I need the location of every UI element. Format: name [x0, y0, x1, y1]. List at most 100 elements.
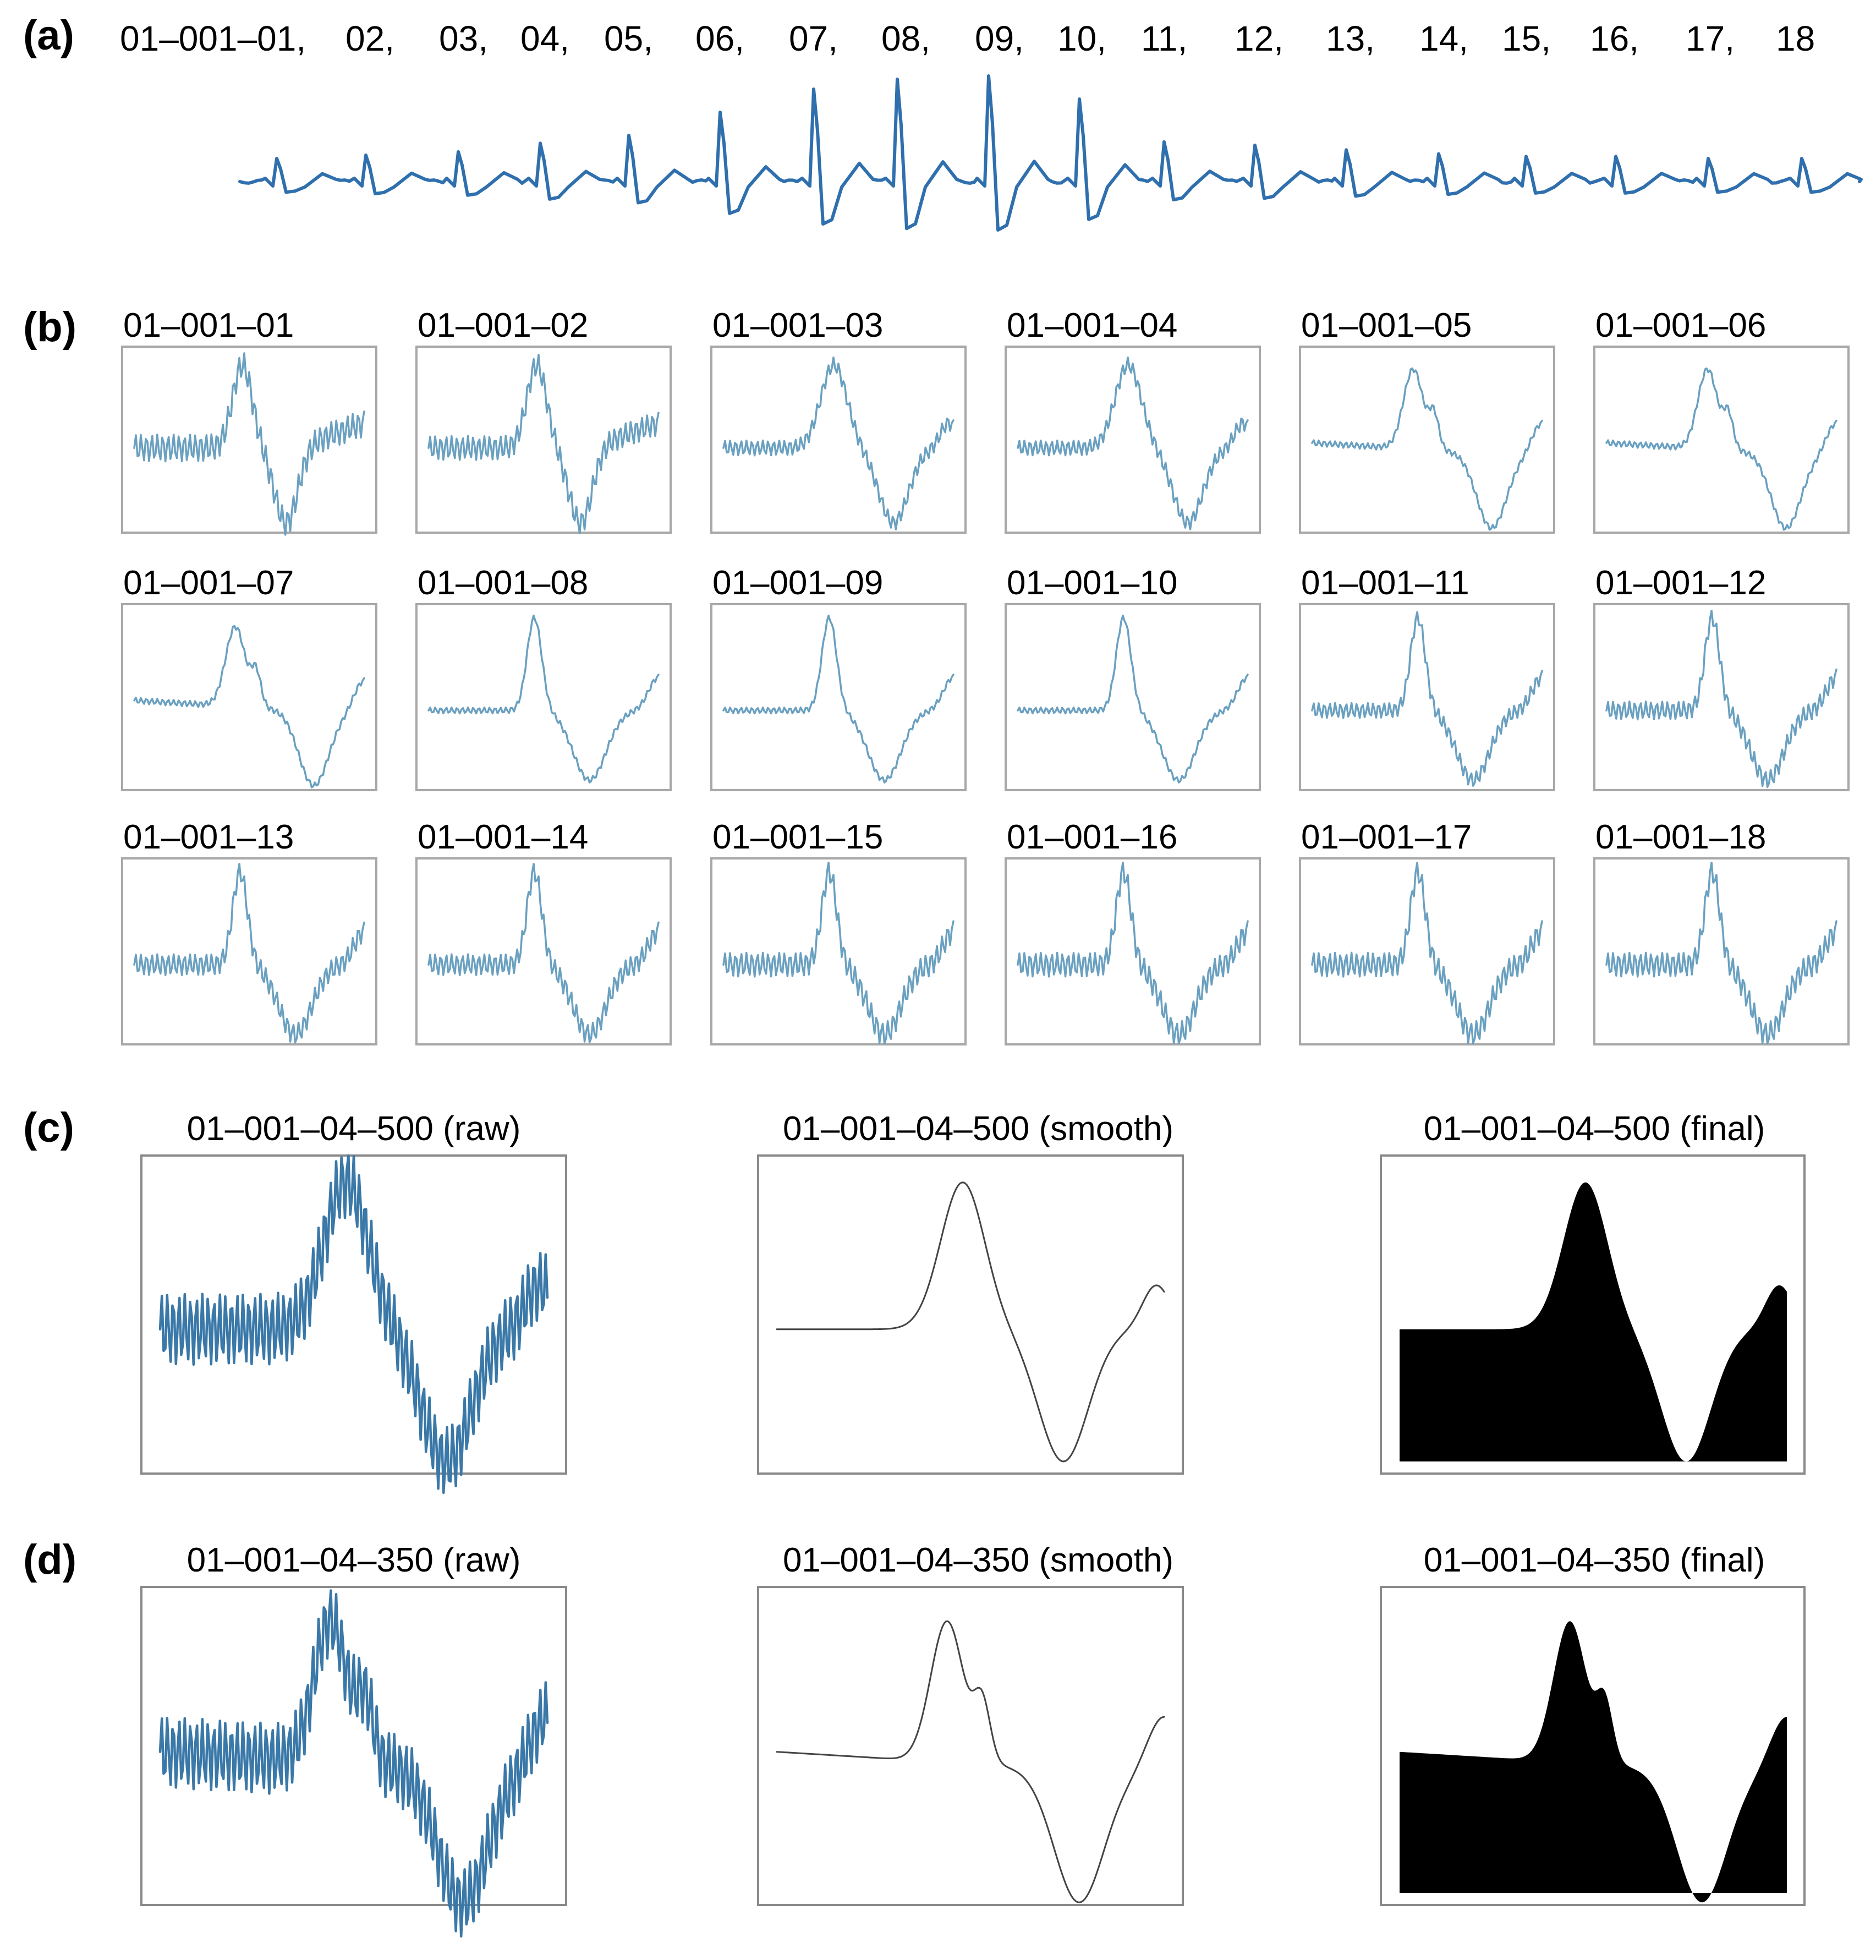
beat-label: 09, [975, 19, 1024, 58]
beat-thumbnail-title: 01–001–15 [712, 818, 883, 856]
beat-thumbnail-title: 01–001–10 [1007, 564, 1177, 602]
smooth-beat-title: 01–001–04–500 (smooth) [783, 1110, 1173, 1148]
beat-thumbnail-frame [1005, 346, 1261, 534]
beat-label: 15, [1502, 19, 1551, 58]
beat-thumbnail-title: 01–001–08 [418, 564, 588, 602]
beat-thumbnail-waveform [1605, 367, 1837, 531]
beat-thumbnail-waveform [427, 353, 660, 535]
beat-label: 01–001–01, [120, 19, 306, 58]
beat-thumbnail-frame [1593, 346, 1850, 534]
beat-thumbnail-frame [1299, 857, 1555, 1045]
beat-thumbnail-title: 01–001–18 [1595, 818, 1766, 856]
final-beat-silhouette [1400, 1182, 1787, 1461]
beat-label: 17, [1686, 19, 1735, 58]
smooth-beat-waveform [776, 1620, 1165, 1903]
beat-thumbnail-title: 01–001–03 [712, 306, 883, 344]
beat-label: 11, [1141, 19, 1187, 58]
beat-label: 07, [789, 19, 838, 58]
raw-beat-waveform [158, 1589, 549, 1938]
panel-a: (a) 01–001–01, 02, 03, 04, 05, 06, 07, 08, 09, 10… [23, 12, 1863, 232]
beat-label: 02, [345, 19, 394, 58]
beat-thumbnail: 01–001–03 [710, 306, 967, 534]
beat-thumbnail-waveform [133, 863, 365, 1043]
beat-label-row: 01–001–01, 02, 03, 04, 05, 06, 07, 08, 09, 10, 11,… [120, 19, 1815, 58]
panel-d: (d) 01–001–04–350 (raw) 01–001–04–350 (s… [23, 1536, 1806, 1938]
beat-thumbnail-frame [121, 857, 377, 1045]
beat-thumbnail-waveform [427, 614, 660, 784]
beat-label: 10, [1057, 19, 1106, 58]
beat-thumbnail-waveform [133, 625, 365, 789]
beat-thumbnail-waveform [1311, 611, 1543, 787]
beat-label: 05, [604, 19, 653, 58]
beat-thumbnail-waveform [722, 861, 955, 1045]
beat-thumbnail: 01–001–04 [1005, 306, 1261, 534]
beat-label: 12, [1235, 19, 1283, 58]
beat-thumbnail: 01–001–10 [1005, 564, 1261, 791]
beat-thumbnail-waveform [1311, 861, 1543, 1045]
final-beat-silhouette [1400, 1621, 1787, 1903]
beat-thumbnail-title: 01–001–04 [1007, 306, 1177, 344]
beat-thumbnail-waveform [722, 356, 955, 530]
panel-c: (c) 01–001–04–500 (raw) 01–001–04–500 (s… [23, 1104, 1806, 1494]
beat-thumbnail: 01–001–15 [710, 818, 967, 1045]
beat-thumbnail: 01–001–02 [415, 306, 672, 535]
beat-grid: 01–001–01 01–001–02 01–001–03 01–001–04 01–0… [121, 306, 1850, 1045]
smooth-beat-waveform [776, 1181, 1165, 1463]
beat-thumbnail-frame [1299, 603, 1555, 791]
raw-beat-title: 01–001–04–350 (raw) [187, 1541, 521, 1579]
beat-thumbnail-title: 01–001–16 [1007, 818, 1177, 856]
raw-beat-frame [140, 1586, 567, 1906]
beat-thumbnail-frame [415, 603, 672, 791]
beat-thumbnail-title: 01–001–17 [1301, 818, 1472, 856]
beat-thumbnail-title: 01–001–14 [418, 818, 588, 856]
beat-thumbnail: 01–001–05 [1299, 306, 1555, 534]
raw-beat-waveform [158, 1154, 549, 1494]
beat-thumbnail-waveform [1311, 367, 1543, 531]
beat-thumbnail: 01–001–14 [415, 818, 672, 1045]
beat-label: 16, [1590, 19, 1639, 58]
beat-thumbnail-waveform [1017, 614, 1249, 784]
beat-label: 04, [520, 19, 569, 58]
smooth-beat-title: 01–001–04–350 (smooth) [783, 1541, 1173, 1579]
beat-thumbnail: 01–001–13 [121, 818, 377, 1045]
panel-c-label: (c) [23, 1104, 74, 1151]
beat-thumbnail: 01–001–08 [415, 564, 672, 791]
beat-thumbnail-frame [1005, 857, 1261, 1045]
beat-label: 08, [881, 19, 930, 58]
beat-thumbnail-title: 01–001–02 [418, 306, 588, 344]
beat-thumbnail: 01–001–17 [1299, 818, 1555, 1045]
smooth-beat-frame [757, 1586, 1184, 1906]
raw-beat-title: 01–001–04–500 (raw) [187, 1110, 521, 1148]
beat-thumbnail-waveform [722, 614, 955, 784]
beat-thumbnail-waveform [1017, 861, 1249, 1045]
beat-thumbnail: 01–001–16 [1005, 818, 1261, 1045]
beat-thumbnail: 01–001–18 [1593, 818, 1850, 1045]
beat-thumbnail-title: 01–001–01 [123, 306, 294, 344]
beat-thumbnail-title: 01–001–13 [123, 818, 294, 856]
beat-thumbnail: 01–001–07 [121, 564, 377, 791]
beat-thumbnail: 01–001–01 [121, 306, 377, 536]
final-beat-title: 01–001–04–350 (final) [1424, 1541, 1765, 1579]
beat-thumbnail-frame [121, 603, 377, 791]
beat-thumbnail-title: 01–001–12 [1595, 564, 1766, 602]
panel-b-label: (b) [23, 304, 76, 351]
beat-thumbnail: 01–001–09 [710, 564, 967, 791]
raw-beat-frame [140, 1154, 567, 1475]
beat-thumbnail-frame [415, 857, 672, 1045]
beat-thumbnail-title: 01–001–09 [712, 564, 883, 602]
panel-d-label: (d) [23, 1536, 76, 1583]
beat-thumbnail-frame [1299, 346, 1555, 534]
beat-thumbnail-title: 01–001–05 [1301, 306, 1472, 344]
beat-thumbnail: 01–001–12 [1593, 564, 1850, 791]
beat-thumbnail-frame [1593, 603, 1850, 791]
beat-thumbnail-waveform [1605, 861, 1837, 1045]
smooth-beat-frame [757, 1154, 1184, 1475]
beat-thumbnail-frame [1593, 857, 1850, 1045]
beat-thumbnail-title: 01–001–11 [1301, 564, 1469, 602]
beat-thumbnail: 01–001–06 [1593, 306, 1850, 534]
beat-thumbnail-title: 01–001–06 [1595, 306, 1766, 344]
beat-thumbnail-waveform [1605, 610, 1837, 788]
beat-label: 18 [1776, 19, 1815, 58]
beat-label: 03, [439, 19, 488, 58]
